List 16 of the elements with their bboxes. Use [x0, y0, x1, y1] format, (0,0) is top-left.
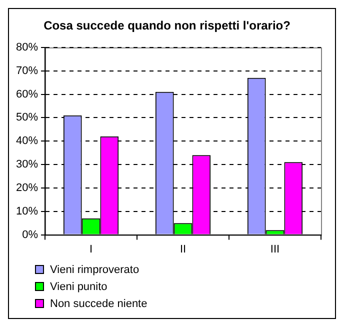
x-tick-label: III [270, 243, 280, 256]
y-tick-label: 80% [16, 41, 38, 54]
x-tick-label: I [89, 243, 93, 256]
x-tick-label: II [180, 243, 186, 256]
y-tick-label: 60% [16, 88, 38, 100]
y-tick-label: 30% [16, 158, 38, 171]
legend-label: Non succede niente [50, 298, 148, 310]
y-tick-label: 10% [16, 205, 38, 218]
y-tick-label: 20% [16, 182, 38, 194]
legend-label: Vieni rimproverato [50, 264, 140, 276]
y-tick-label: 70% [16, 64, 38, 77]
y-tick-label: 0% [22, 228, 38, 241]
y-tick-label: 50% [16, 112, 38, 124]
y-tick-label: 40% [16, 135, 38, 148]
chart-title: Cosa succede quando non rispetti l'orario? [44, 18, 290, 33]
legend-label: Vieni punito [50, 280, 108, 292]
